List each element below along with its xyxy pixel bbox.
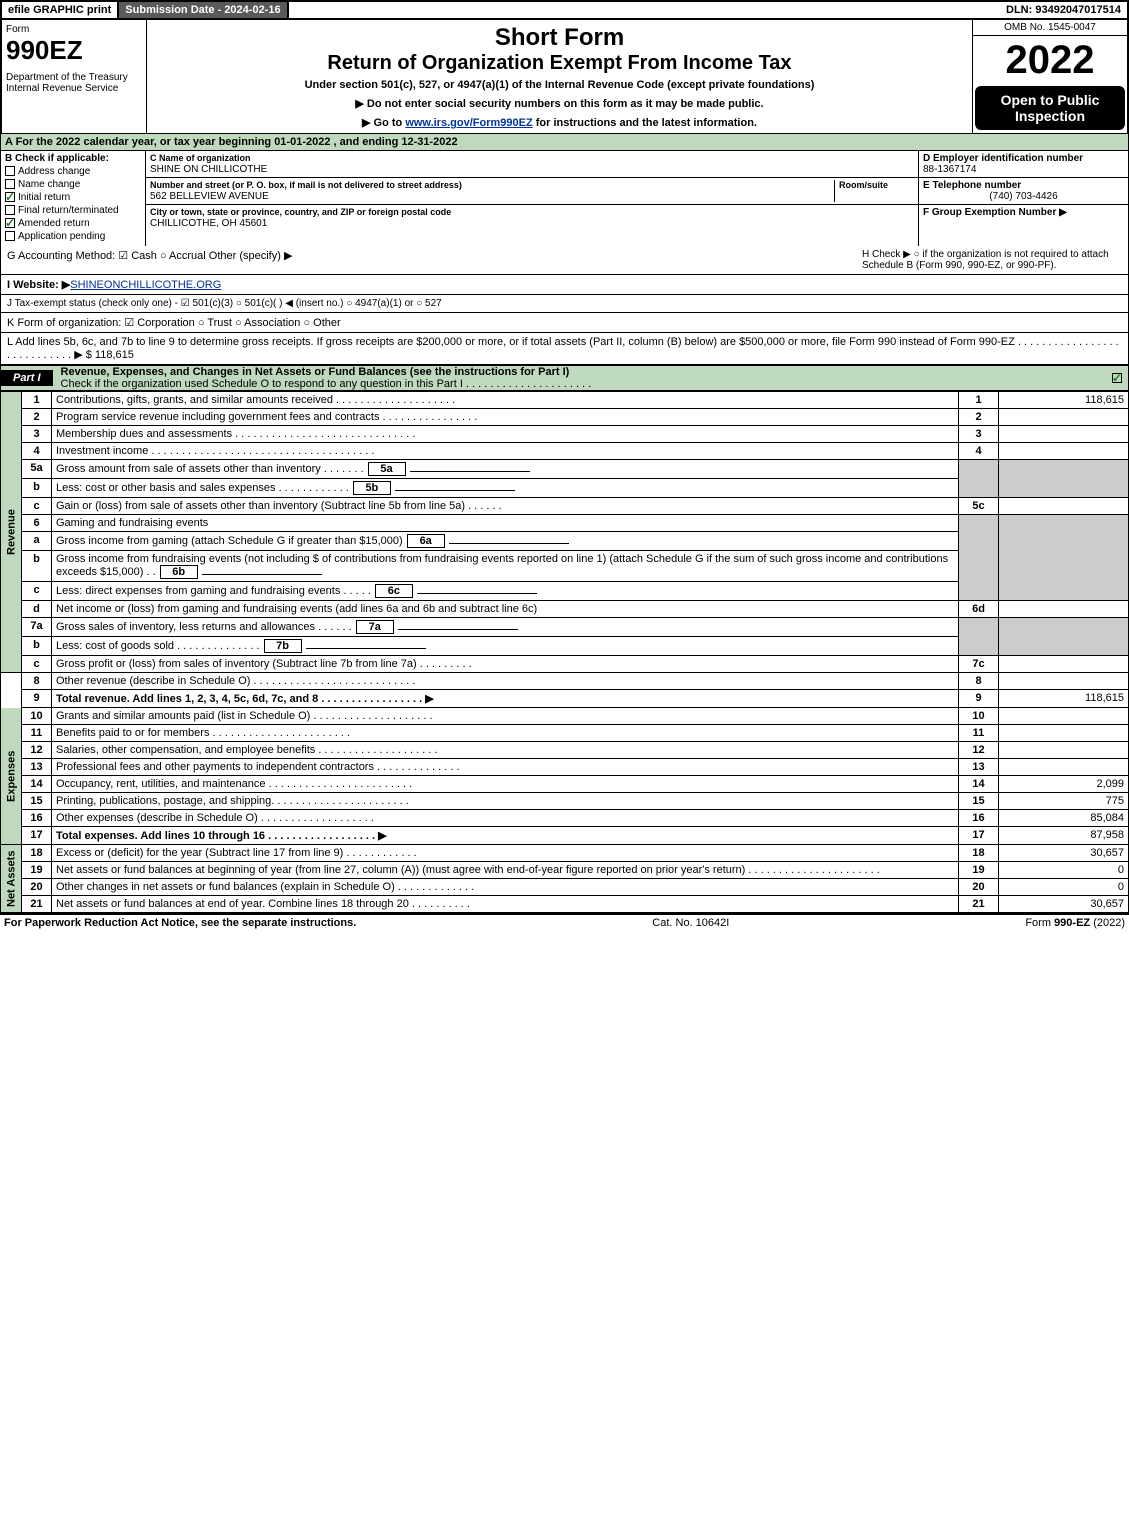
efile-label[interactable]: efile GRAPHIC print: [2, 2, 119, 18]
tax-year: 2022: [973, 36, 1127, 84]
revenue-table: Revenue 1Contributions, gifts, grants, a…: [0, 391, 1129, 913]
website-link[interactable]: SHINEONCHILLICOTHE.ORG: [70, 279, 221, 291]
instr-1: ▶ Do not enter social security numbers o…: [151, 97, 968, 110]
line-g: G Accounting Method: ☑ Cash ○ Accrual Ot…: [7, 249, 862, 271]
org-city: CHILLICOTHE, OH 45601: [150, 218, 267, 229]
org-addr: 562 BELLEVIEW AVENUE: [150, 191, 269, 202]
form-subtitle: Under section 501(c), 527, or 4947(a)(1)…: [151, 79, 968, 91]
col-d: D Employer identification number88-13671…: [918, 151, 1128, 246]
dept-label: Department of the Treasury Internal Reve…: [6, 72, 142, 94]
footer: For Paperwork Reduction Act Notice, see …: [0, 913, 1129, 931]
telephone: (740) 703-4426: [923, 191, 1124, 202]
part-i-checkbox[interactable]: [1112, 373, 1122, 383]
chk-address[interactable]: Address change: [5, 166, 141, 177]
line-k: K Form of organization: ☑ Corporation ○ …: [0, 313, 1129, 333]
short-form: Short Form: [151, 24, 968, 52]
line-j: J Tax-exempt status (check only one) - ☑…: [0, 295, 1129, 313]
line-i: I Website: ▶SHINEONCHILLICOTHE.ORG: [0, 275, 1129, 295]
line-l: L Add lines 5b, 6c, and 7b to line 9 to …: [0, 333, 1129, 365]
top-bar: efile GRAPHIC print Submission Date - 20…: [0, 0, 1129, 20]
open-inspection: Open to Public Inspection: [975, 86, 1125, 130]
side-expenses: Expenses: [1, 708, 22, 845]
chk-final[interactable]: Final return/terminated: [5, 205, 141, 216]
instr-2: ▶ Go to www.irs.gov/Form990EZ for instru…: [151, 116, 968, 129]
section-a: A For the 2022 calendar year, or tax yea…: [0, 133, 1129, 151]
form-label: Form: [6, 24, 142, 35]
side-netassets: Net Assets: [1, 845, 22, 913]
irs-link[interactable]: www.irs.gov/Form990EZ: [405, 117, 532, 129]
chk-name[interactable]: Name change: [5, 179, 141, 190]
submission-date: Submission Date - 2024-02-16: [119, 2, 288, 18]
line-h: H Check ▶ ○ if the organization is not r…: [862, 249, 1122, 271]
form-header: Form 990EZ Department of the Treasury In…: [0, 20, 1129, 133]
form-number: 990EZ: [6, 35, 142, 66]
omb-number: OMB No. 1545-0047: [973, 20, 1127, 36]
form-title: Return of Organization Exempt From Incom…: [151, 52, 968, 75]
section-b-row: B Check if applicable: Address change Na…: [0, 151, 1129, 246]
side-revenue: Revenue: [1, 392, 22, 673]
col-c: C Name of organizationSHINE ON CHILLICOT…: [146, 151, 918, 246]
chk-amended[interactable]: Amended return: [5, 218, 141, 229]
org-name: SHINE ON CHILLICOTHE: [150, 164, 267, 175]
chk-initial[interactable]: Initial return: [5, 192, 141, 203]
dln: DLN: 93492047017514: [1000, 2, 1127, 18]
chk-pending[interactable]: Application pending: [5, 231, 141, 242]
col-b: B Check if applicable: Address change Na…: [1, 151, 146, 246]
part-i-header: Part I Revenue, Expenses, and Changes in…: [0, 365, 1129, 391]
ein: 88-1367174: [923, 164, 976, 175]
